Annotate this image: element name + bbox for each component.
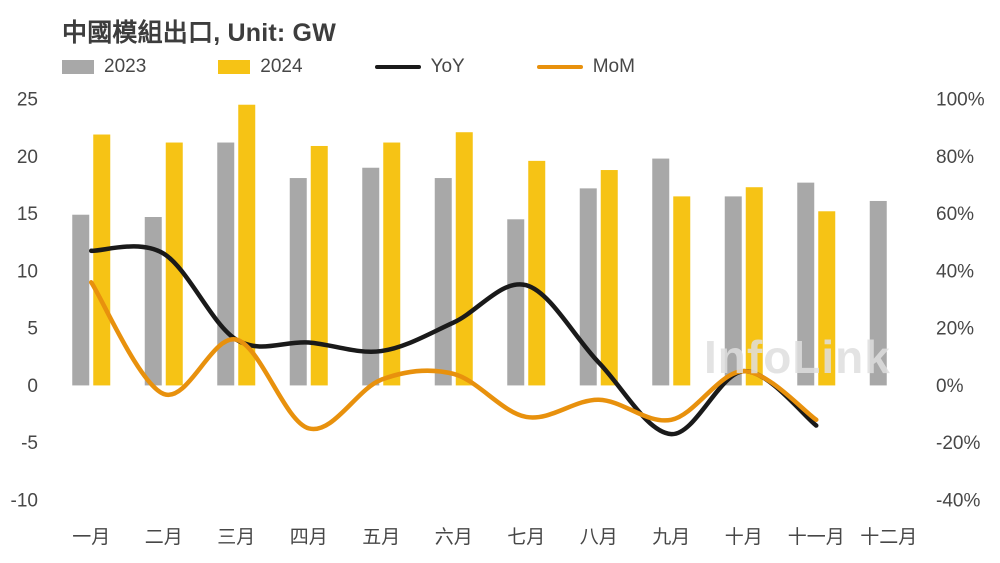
bar-2023 bbox=[797, 182, 815, 386]
bar-2023 bbox=[434, 178, 452, 386]
bar-2024 bbox=[528, 160, 546, 386]
bar-2024 bbox=[455, 132, 473, 386]
x-axis-month-label: 七月 bbox=[507, 526, 545, 548]
right-axis-tick: 40% bbox=[936, 261, 974, 282]
legend-label-2023: 2023 bbox=[104, 56, 147, 77]
bar-2024 bbox=[600, 170, 618, 386]
right-axis-tick: -40% bbox=[936, 491, 980, 512]
right-axis-tick: 100% bbox=[936, 90, 985, 111]
left-axis-tick: -10 bbox=[11, 491, 38, 512]
x-axis-month-label: 十一月 bbox=[788, 526, 845, 548]
line-MoM bbox=[89, 280, 819, 432]
legend-item-yoy: YoY bbox=[374, 56, 465, 78]
x-axis-month-label: 二月 bbox=[145, 527, 183, 548]
x-axis-month-label: 八月 bbox=[580, 527, 618, 548]
bar-2023 bbox=[724, 196, 742, 386]
bar-2023 bbox=[652, 158, 670, 386]
legend-label-mom: MoM bbox=[592, 56, 635, 77]
legend-swatch-mom bbox=[536, 65, 583, 69]
legend-swatch-2024 bbox=[218, 60, 251, 74]
legend-label-yoy: YoY bbox=[430, 56, 465, 77]
bar-2023 bbox=[217, 142, 235, 386]
line-YoY bbox=[89, 244, 819, 437]
x-axis-month-label: 三月 bbox=[217, 527, 255, 548]
bar-2023 bbox=[869, 200, 887, 386]
bar-2023 bbox=[507, 219, 525, 386]
x-axis-month-label: 六月 bbox=[435, 526, 473, 548]
legend-label-2024: 2024 bbox=[260, 56, 303, 77]
bar-2023 bbox=[72, 214, 90, 386]
bar-2023 bbox=[144, 217, 162, 386]
bar-2024 bbox=[818, 211, 836, 386]
legend-item-2023: 2023 bbox=[62, 56, 146, 78]
x-axis-month-label: 五月 bbox=[362, 527, 400, 548]
x-axis-month-label: 一月 bbox=[72, 527, 110, 548]
left-axis-tick: 0 bbox=[27, 376, 38, 397]
legend-swatch-yoy bbox=[374, 65, 421, 69]
bar-2024 bbox=[745, 187, 763, 386]
chart-title: 中國模組出口, Unit: GW bbox=[62, 19, 337, 47]
right-axis-tick: -20% bbox=[936, 433, 980, 454]
bar-2024 bbox=[673, 196, 691, 386]
bar-2023 bbox=[362, 167, 380, 386]
right-axis-tick: 80% bbox=[936, 147, 974, 168]
legend-item-mom: MoM bbox=[536, 56, 635, 78]
bar-2024 bbox=[383, 142, 401, 386]
left-axis-tick: 10 bbox=[17, 261, 38, 282]
bar-2023 bbox=[289, 178, 307, 386]
right-axis-tick: 60% bbox=[936, 204, 974, 225]
left-axis-tick: 15 bbox=[17, 204, 38, 225]
left-axis-tick: 5 bbox=[27, 319, 38, 340]
x-axis-month-label: 四月 bbox=[290, 527, 328, 548]
legend-item-2024: 2024 bbox=[218, 56, 303, 78]
x-axis-month-label: 十二月 bbox=[860, 526, 917, 548]
bar-2024 bbox=[93, 134, 111, 386]
legend: 2023 2024 YoY MoM bbox=[62, 56, 635, 78]
left-axis-tick: 20 bbox=[17, 147, 38, 168]
legend-swatch-2023 bbox=[62, 60, 94, 74]
left-axis-tick: -5 bbox=[21, 433, 38, 454]
bar-2024 bbox=[310, 145, 328, 386]
bar-2024 bbox=[238, 104, 256, 386]
x-axis-month-label: 十月 bbox=[725, 526, 763, 548]
right-axis-tick: 0% bbox=[936, 376, 964, 397]
right-axis-tick: 20% bbox=[936, 319, 974, 340]
bar-2023 bbox=[579, 188, 597, 386]
x-axis-month-label: 九月 bbox=[652, 526, 690, 548]
left-axis-tick: 25 bbox=[17, 90, 38, 111]
